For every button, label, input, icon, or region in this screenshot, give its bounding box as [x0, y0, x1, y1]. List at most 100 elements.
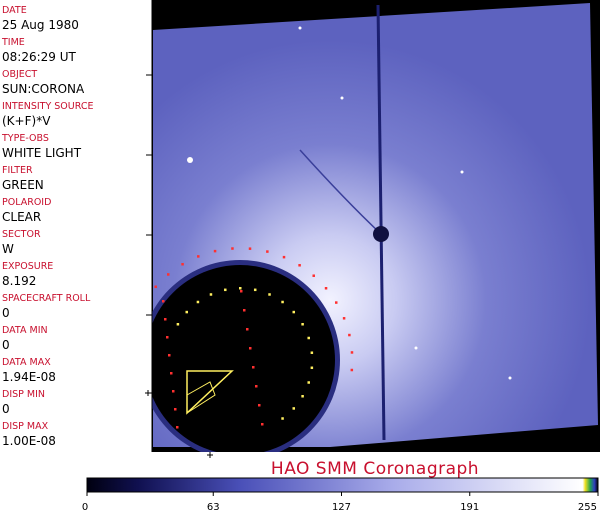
overlay-dot	[154, 285, 157, 289]
field-value: 0	[2, 338, 10, 352]
field-value: 1.94E-08	[2, 370, 56, 384]
field-label: EXPOSURE	[2, 261, 53, 272]
overlay-dot	[342, 317, 346, 320]
overlay-dot	[258, 404, 261, 407]
field-value: SUN:CORONA	[2, 82, 85, 96]
overlay-dot	[292, 407, 296, 410]
field-label: DISP MIN	[2, 389, 45, 400]
overlay-dot	[164, 318, 167, 321]
overlay-dot	[281, 300, 284, 304]
field-value: W	[2, 242, 14, 256]
overlay-dot	[350, 351, 354, 354]
field-value: 8.192	[2, 274, 36, 288]
overlay-dot	[240, 290, 243, 293]
overlay-dot	[261, 423, 264, 426]
overlay-dot	[266, 250, 269, 253]
occulter	[152, 265, 335, 452]
streak	[299, 149, 382, 235]
overlay-dot	[166, 336, 169, 339]
field-value: 08:26:29 UT	[2, 50, 76, 64]
overlay-dot	[252, 366, 255, 369]
overlay-dot	[136, 315, 139, 318]
field-label: DATA MAX	[2, 357, 51, 368]
overlay-dot	[127, 349, 130, 352]
overlay-dot	[307, 381, 310, 384]
overlay-dot	[176, 426, 179, 429]
star	[187, 157, 193, 163]
axis-marks	[145, 74, 213, 458]
star	[508, 376, 512, 380]
field-value: 1.00E-08	[2, 434, 56, 448]
overlay-triangle	[186, 370, 234, 415]
colorbar	[86, 477, 599, 493]
overlay-dot	[312, 274, 315, 277]
overlay-dot	[224, 288, 227, 292]
colorbar-tick-label: 127	[332, 502, 351, 512]
star	[340, 96, 344, 100]
field-label: DATE	[2, 5, 27, 16]
overlay-dot	[335, 301, 338, 304]
overlay-dot	[348, 333, 351, 337]
field-value: (K+F)*V	[2, 114, 51, 128]
overlay-outline	[186, 381, 216, 414]
field-label: TIME	[1, 37, 25, 48]
overlay-dot	[144, 300, 147, 303]
field-label: FILTER	[2, 165, 33, 176]
field-value: 0	[2, 402, 10, 416]
overlay-grid	[127, 247, 354, 429]
field-value: GREEN	[2, 178, 44, 192]
overlay-dot	[249, 347, 252, 350]
overlay-dot	[301, 395, 304, 398]
overlay-dot	[253, 288, 257, 292]
overlay-dot	[185, 310, 188, 314]
overlay-dot	[197, 255, 200, 258]
overlay-dot	[213, 249, 217, 253]
field-label: SPACECRAFT ROLL	[2, 293, 91, 304]
field-label: DATA MIN	[2, 325, 48, 336]
overlay-dot	[167, 273, 170, 276]
colorbar-tick-label: 255	[578, 502, 597, 512]
overlay-dot	[170, 372, 173, 375]
colorbar-ticks: 0 63 127 191 255	[82, 492, 599, 512]
overlay-dot	[243, 309, 246, 312]
colorbar-tick-label: 63	[207, 502, 220, 512]
overlay-dot	[239, 287, 242, 290]
field-value: 25 Aug 1980	[2, 18, 79, 32]
coronagraph-image	[127, 3, 598, 452]
occulter-pylon	[376, 4, 386, 441]
field-label: SECTOR	[2, 229, 41, 240]
overlay-dot	[196, 300, 200, 304]
display-title: HAO SMM Coronagraph	[271, 459, 479, 479]
pylon-hub	[373, 226, 389, 242]
colorbar-tick-label: 191	[460, 502, 479, 512]
field-label: INTENSITY SOURCE	[2, 101, 94, 112]
overlay-dot	[310, 351, 314, 354]
overlay-dot	[292, 310, 296, 314]
overlay-dot	[248, 247, 252, 250]
overlay-dot	[181, 262, 184, 266]
field-value: 0	[2, 306, 10, 320]
overlay-dot	[162, 300, 165, 303]
overlay-dot	[176, 323, 180, 326]
field-label: TYPE-OBS	[1, 133, 49, 144]
field-value: CLEAR	[2, 210, 41, 224]
overlay-dot	[282, 255, 286, 259]
overlay-dot	[350, 368, 354, 372]
overlay-dot	[268, 293, 271, 296]
overlay-dot	[172, 390, 175, 393]
overlay-dot	[307, 336, 310, 340]
star	[414, 346, 418, 350]
overlay-dot	[255, 385, 258, 388]
metadata-panel: DATE 25 Aug 1980 TIME 08:26:29 UT OBJECT SUN:…	[1, 5, 94, 448]
overlay-dot	[301, 323, 304, 326]
overlay-dot	[209, 293, 213, 296]
overlay-dot	[298, 264, 301, 267]
overlay-dot	[168, 354, 171, 357]
colorbar-tick-label: 0	[82, 502, 88, 512]
overlay-dot	[231, 247, 234, 250]
field-value: WHITE LIGHT	[2, 146, 82, 160]
overlay-dot	[310, 366, 314, 370]
overlay-dot	[246, 328, 249, 331]
field-label: POLAROID	[2, 197, 51, 208]
